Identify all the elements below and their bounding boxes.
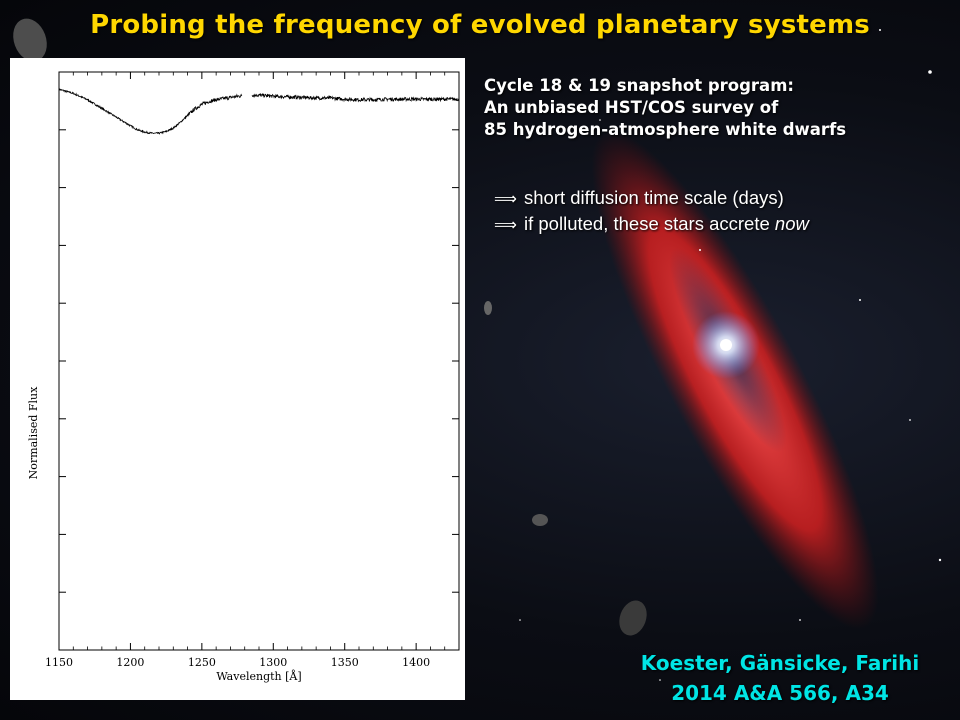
- asteroids: [13, 18, 647, 636]
- x-tick-label: 1150: [45, 656, 73, 669]
- x-axis-ticks: 1150 1200 1250 1300 1350 1400: [45, 72, 446, 669]
- survey-line-3: 85 hydrogen-atmosphere white dwarfs: [484, 120, 847, 139]
- plot-frame: [58, 71, 460, 651]
- bullet-diffusion: ⟹ short diffusion time scale (days): [494, 185, 954, 211]
- implies-arrow-icon: ⟹: [494, 189, 517, 208]
- survey-description: Cycle 18 & 19 snapshot program: An unbia…: [484, 75, 954, 141]
- bullet-accretion-text: if polluted, these stars accrete: [524, 213, 775, 234]
- citation-reference: 2014 A&A 566, A34: [671, 681, 889, 705]
- white-dwarf-star: [692, 311, 760, 379]
- bullet-diffusion-text: short diffusion time scale (days): [524, 187, 784, 208]
- x-tick-label: 1350: [331, 656, 359, 669]
- implies-arrow-icon: ⟹: [494, 215, 517, 234]
- x-tick-label: 1300: [259, 656, 287, 669]
- bullet-accretion: ⟹ if polluted, these stars accrete now: [494, 211, 954, 237]
- y-axis-label: Normalised Flux: [27, 386, 40, 479]
- spectrum-line-segment-2: [251, 92, 460, 103]
- spectrum-line-segment-1: [58, 87, 243, 135]
- x-tick-label: 1250: [188, 656, 216, 669]
- x-axis-label: Wavelength [Å]: [216, 669, 301, 683]
- bullet-accretion-emphasis: now: [774, 213, 809, 234]
- spectrum-chart: 1150 1200 1250 1300 1350 1400 Wavelength [Å] …: [27, 71, 460, 683]
- series-layer: [58, 87, 460, 135]
- background-stars: [519, 29, 942, 681]
- citation: Koester, Gänsicke, Farihi 2014 A&A 566, …: [600, 648, 960, 708]
- survey-line-1: Cycle 18 & 19 snapshot program:: [484, 76, 794, 95]
- x-tick-label: 1200: [116, 656, 144, 669]
- spectrum-chart-panel: 1150 1200 1250 1300 1350 1400 Wavelength [Å] …: [10, 58, 465, 700]
- y-axis-ticks: [59, 71, 459, 593]
- x-tick-label: 1400: [402, 656, 430, 669]
- slide-title: Probing the frequency of evolved planeta…: [90, 10, 870, 40]
- citation-authors: Koester, Gänsicke, Farihi: [640, 651, 920, 675]
- implication-bullets: ⟹ short diffusion time scale (days) ⟹ if p…: [494, 185, 954, 237]
- survey-line-2: An unbiased HST/COS survey of: [484, 98, 779, 117]
